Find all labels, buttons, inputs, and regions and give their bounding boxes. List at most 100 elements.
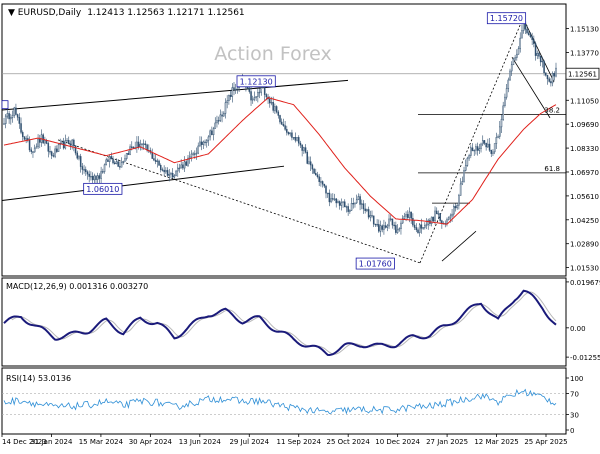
- candle-body: [412, 218, 414, 226]
- candle-body: [432, 216, 435, 222]
- candle-body: [209, 130, 211, 138]
- lower-trendline: [1, 165, 285, 201]
- candle-body: [405, 214, 407, 217]
- candle-body: [470, 147, 472, 156]
- candle-body: [301, 144, 303, 151]
- candle-body: [277, 111, 280, 116]
- candle-body: [449, 215, 452, 219]
- candle-body: [304, 147, 307, 153]
- candle-body: [376, 224, 378, 226]
- candle-body: [265, 94, 268, 98]
- price-tick-label: 1.08330: [570, 145, 599, 153]
- price-tick-label: 1.09690: [570, 121, 599, 129]
- candle-body: [93, 175, 96, 181]
- candle-body: [512, 58, 515, 66]
- candle-body: [514, 57, 516, 60]
- candle-body: [32, 151, 34, 153]
- candle-body: [352, 203, 355, 205]
- candle-body: [279, 115, 281, 123]
- candle-body: [481, 140, 484, 145]
- candle-body: [81, 166, 84, 170]
- candle-body: [434, 210, 436, 222]
- candle-body: [529, 34, 532, 37]
- candle-body: [207, 136, 210, 141]
- overlays: 1.15720 1.12130 1.06010 1.01760 38.2 61.8: [1, 12, 560, 415]
- candle-body: [66, 140, 68, 142]
- candle-body: [480, 143, 482, 149]
- candles: [3, 17, 557, 237]
- candle-body: [534, 43, 537, 56]
- candle-body: [475, 146, 477, 151]
- candle-body: [371, 215, 373, 217]
- rsi-label: RSI(14) 53.0136: [6, 374, 71, 383]
- price-label-box: [83, 182, 123, 195]
- candle-body: [79, 156, 82, 167]
- candle-body: [33, 147, 36, 153]
- candle-body: [139, 143, 142, 148]
- candle-body: [516, 53, 518, 58]
- candle-body: [108, 156, 111, 162]
- candle-body: [493, 143, 496, 153]
- candle-body: [297, 137, 300, 144]
- candle-body: [461, 181, 464, 185]
- candle-body: [280, 121, 283, 125]
- candle-body: [313, 168, 315, 174]
- candle-body: [202, 141, 205, 145]
- candle-body: [219, 114, 222, 121]
- candle-body: [379, 225, 382, 232]
- candle-body: [39, 139, 41, 143]
- candle-body: [131, 146, 133, 148]
- candle-body: [507, 79, 510, 89]
- candle-body: [499, 126, 501, 137]
- macd-tick-label: 0.019679: [570, 279, 600, 287]
- candle-body: [453, 206, 455, 215]
- candle-body: [15, 107, 17, 115]
- candle-body: [362, 203, 365, 210]
- candle-body: [311, 164, 314, 170]
- candle-body: [16, 114, 19, 118]
- candle-body: [289, 132, 291, 135]
- candle-body: [185, 161, 188, 166]
- header-ohlc: 1.12413 1.12563 1.12171 1.12561: [87, 8, 244, 18]
- rsi-panel: [1, 367, 567, 435]
- candle-body: [37, 139, 39, 148]
- x-tick-label: 25 Oct 2024: [327, 438, 371, 446]
- candle-body: [10, 117, 12, 120]
- candle-body: [292, 137, 295, 139]
- candle-body: [161, 169, 164, 171]
- annotation-lines: [1, 18, 566, 415]
- candle-body: [23, 136, 26, 140]
- candle-body: [200, 141, 203, 145]
- candle-body: [550, 81, 552, 84]
- candle-body: [282, 124, 285, 126]
- candle-body: [122, 161, 125, 163]
- candle-body: [35, 146, 38, 149]
- candle-body: [180, 164, 182, 169]
- candle-body: [458, 195, 460, 206]
- candle-body: [258, 91, 261, 94]
- candle-body: [372, 215, 375, 225]
- candle-body: [171, 172, 174, 178]
- candle-body: [398, 228, 401, 231]
- candle-body: [175, 170, 177, 177]
- price-label-box: [355, 257, 395, 270]
- price-label-text: 1.15720: [490, 14, 523, 23]
- candle-body: [113, 162, 116, 164]
- candle-body: [136, 141, 138, 148]
- candle-body: [211, 130, 213, 136]
- candle-body: [354, 202, 356, 205]
- candle-body: [71, 139, 73, 146]
- candle-body: [159, 165, 162, 170]
- candle-body: [25, 138, 27, 140]
- candle-body: [166, 170, 169, 176]
- candle-body: [69, 143, 72, 146]
- candle-body: [91, 175, 94, 181]
- candle-body: [52, 155, 55, 157]
- header-symbol: EURUSD,Daily: [18, 8, 82, 18]
- candle-body: [204, 141, 206, 143]
- candle-body: [269, 98, 271, 104]
- left-edge-marker: [1, 100, 9, 110]
- rsi-tick-label: 100: [570, 375, 583, 383]
- candle-body: [214, 122, 217, 129]
- candle-body: [56, 148, 58, 152]
